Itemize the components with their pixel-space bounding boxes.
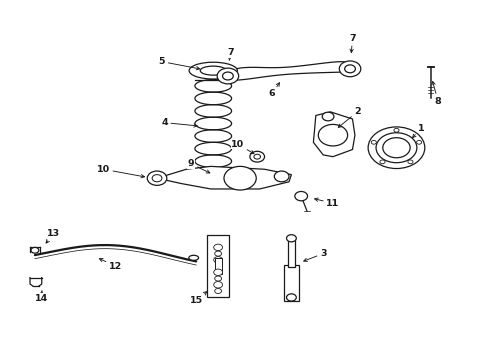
Text: 9: 9: [188, 159, 210, 173]
Circle shape: [215, 251, 221, 256]
Text: 5: 5: [159, 57, 200, 70]
Circle shape: [368, 127, 425, 168]
Text: 10: 10: [231, 140, 254, 154]
Circle shape: [217, 68, 239, 84]
Circle shape: [222, 72, 233, 80]
Bar: [284, 265, 299, 301]
Circle shape: [215, 288, 221, 293]
Circle shape: [215, 276, 221, 281]
Circle shape: [318, 125, 347, 146]
Circle shape: [380, 160, 385, 164]
Circle shape: [371, 140, 376, 144]
Text: 11: 11: [315, 198, 340, 208]
Circle shape: [344, 65, 355, 73]
Circle shape: [376, 133, 417, 163]
Text: 8: 8: [432, 81, 441, 105]
Circle shape: [322, 112, 334, 121]
Text: 7: 7: [349, 34, 356, 53]
Text: 7: 7: [227, 48, 234, 60]
Circle shape: [214, 269, 222, 275]
Text: 15: 15: [190, 292, 207, 305]
Text: 12: 12: [99, 258, 122, 271]
Text: 13: 13: [46, 229, 60, 243]
Circle shape: [287, 235, 296, 242]
Circle shape: [394, 129, 399, 132]
Circle shape: [416, 140, 422, 144]
Circle shape: [250, 151, 265, 162]
Circle shape: [214, 257, 222, 263]
Circle shape: [224, 166, 256, 190]
Ellipse shape: [189, 255, 198, 260]
Text: 14: 14: [35, 291, 48, 303]
Polygon shape: [314, 112, 355, 157]
Circle shape: [147, 171, 167, 185]
Bar: [215, 258, 221, 274]
Circle shape: [274, 171, 289, 182]
Bar: [207, 235, 229, 297]
Polygon shape: [157, 166, 292, 189]
Circle shape: [214, 244, 222, 251]
Circle shape: [408, 160, 413, 164]
Circle shape: [214, 282, 222, 288]
Circle shape: [339, 61, 361, 77]
Text: 4: 4: [161, 118, 197, 127]
Text: 3: 3: [304, 249, 326, 261]
Bar: [288, 239, 294, 266]
Text: 2: 2: [338, 107, 361, 127]
Circle shape: [254, 154, 261, 159]
Text: 6: 6: [269, 83, 279, 98]
Text: 10: 10: [97, 165, 145, 178]
Circle shape: [383, 138, 410, 158]
Circle shape: [287, 294, 296, 301]
Circle shape: [295, 192, 308, 201]
Ellipse shape: [200, 66, 226, 75]
Circle shape: [31, 247, 39, 253]
Ellipse shape: [189, 62, 237, 79]
Text: 1: 1: [413, 123, 424, 138]
Circle shape: [152, 175, 162, 182]
